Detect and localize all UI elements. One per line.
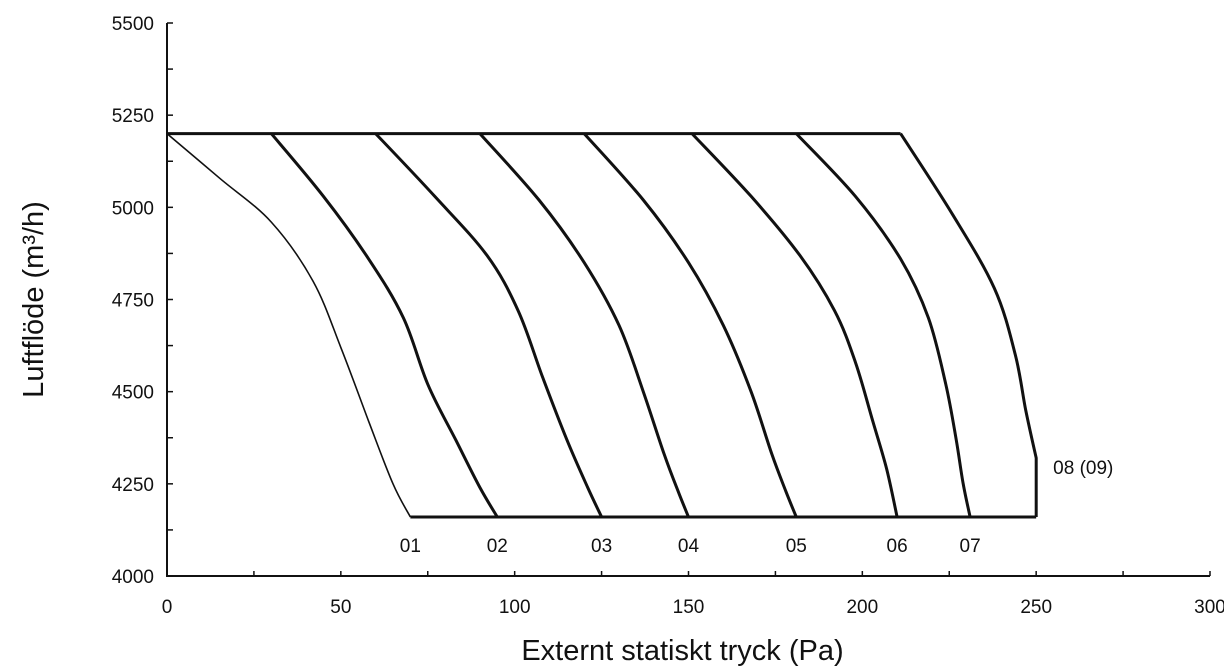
x-tick-label: 0 [162,597,173,618]
curve-label: 03 [591,536,612,557]
curve-01 [166,132,412,518]
curve-label: 04 [678,536,700,557]
curve-label: 01 [400,536,421,557]
x-tick-label: 50 [330,597,351,618]
x-tick-label: 250 [1020,597,1052,618]
x-tick-label: 300 [1194,597,1224,618]
curve-02 [270,132,499,518]
curve-03 [374,132,603,518]
curve-05 [583,132,798,518]
y-tick-label: 4500 [112,383,154,404]
x-axis-title: Externt statiskt tryck (Pa) [521,635,843,667]
y-tick-label: 4000 [112,567,154,588]
y-tick-label: 5000 [112,198,154,219]
y-ticks-group: 4000 4250 4500 4750 5000 5250 5500 [112,14,173,588]
curve-08-09 [899,132,1038,517]
y-tick-label: 4750 [112,291,154,312]
curve-label: 02 [487,536,508,557]
x-tick-label: 150 [673,597,705,618]
curve-label: 06 [887,536,908,557]
y-tick-label: 5500 [112,14,154,35]
curve-04 [478,132,690,518]
x-ticks-group: 0 50 100 150 200 250 300 [162,571,1224,618]
curve-labels-group: 01 02 03 04 05 06 07 08 (09) [400,458,1114,557]
curve-label: 05 [786,536,807,557]
curve-07 [795,132,972,518]
y-tick-label: 5250 [112,106,154,127]
curve-label: 07 [960,536,981,557]
axes-group [166,23,1210,577]
x-tick-label: 100 [499,597,531,618]
curve-06 [690,132,899,518]
x-tick-label: 200 [846,597,878,618]
curves-group [166,132,1038,519]
curve-label: 08 (09) [1053,458,1113,479]
y-tick-label: 4250 [112,475,154,496]
y-axis-title: Luftflöde (m³/h) [18,201,50,398]
